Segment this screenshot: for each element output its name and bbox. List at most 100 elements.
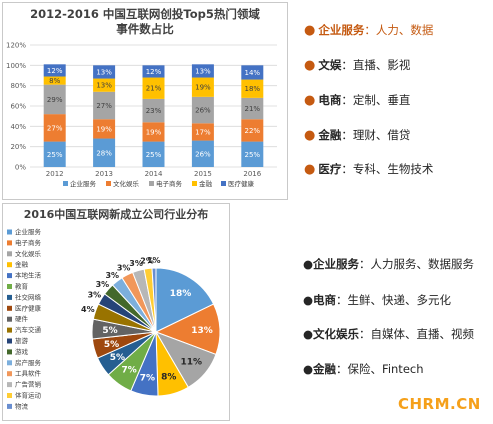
pie-data-label: 2% [140, 257, 154, 266]
pie-data-label: 5% [102, 326, 117, 336]
bullet-icon: ● [304, 128, 316, 143]
key-point-text: 人力、数据 [375, 23, 434, 37]
bar-segment [142, 141, 165, 167]
legend-swatch [7, 382, 12, 388]
key-point-sep: ： [359, 327, 371, 341]
pie-data-label: 5% [110, 353, 125, 363]
bullet-icon: ● [303, 257, 314, 271]
legend-swatch [149, 181, 154, 186]
pie-data-label: 3% [129, 259, 143, 268]
bar-segment [93, 65, 116, 79]
legend-label: 社交网络 [15, 292, 42, 301]
legend-label: 企业服务 [70, 179, 97, 188]
bar-segment [142, 98, 165, 123]
bar-segment [191, 123, 214, 141]
key-point-ecommerce: ● 电商：定制、垂直 [304, 92, 410, 108]
bullet-icon: ● [304, 162, 316, 177]
bar-segment [93, 78, 116, 92]
key-point-text: 理财、借贷 [352, 128, 411, 142]
bullet-icon: ● [304, 23, 316, 38]
key-point-category: 金融 [313, 362, 337, 376]
y-tick-label: 120% [6, 42, 26, 50]
legend-label: 电子商务 [156, 179, 183, 188]
bar-data-label: 18% [245, 85, 261, 93]
key-point-medical: ● 医疗：专科、生物技术 [304, 161, 433, 177]
bar-data-label: 25% [245, 151, 261, 159]
legend-swatch [7, 349, 12, 355]
bar-segment [43, 76, 66, 85]
pie-data-label: 1% [147, 256, 161, 265]
bar-data-label: 28% [96, 149, 112, 157]
key-point-sep: ： [364, 23, 376, 37]
key-point-category: 企业服务 [313, 257, 360, 271]
key-point-text: 人力服务、数据服务 [370, 257, 475, 271]
legend-label: 医疗健康 [228, 179, 255, 188]
bar-segment [241, 119, 264, 142]
legend-label: 金融 [199, 179, 213, 188]
legend-label: 体育运动 [15, 391, 42, 400]
bar-segment [93, 119, 116, 139]
key-point-category: 电商 [318, 93, 342, 107]
legend-swatch [7, 284, 12, 289]
bar-data-label: 17% [195, 128, 211, 136]
legend-label: 汽车交通 [15, 325, 42, 334]
y-tick-label: 80% [10, 82, 26, 90]
key-point-sep: ： [341, 58, 353, 72]
legend-label: 医疗健康 [15, 303, 42, 312]
bar-data-label: 19% [146, 128, 162, 136]
bullet-icon: ● [304, 58, 316, 73]
bar-data-label: 29% [47, 96, 63, 104]
bar-segment [43, 64, 66, 77]
legend-label: 游戏 [15, 347, 29, 356]
bar-data-label: 25% [47, 151, 63, 159]
bar-segment [93, 138, 116, 167]
y-tick-label: 0% [15, 164, 26, 172]
pie-data-label: 11% [180, 358, 202, 368]
legend-label: 硬件 [15, 314, 29, 323]
key-point-sep: ： [341, 128, 353, 142]
key-point-2016-finance: ●金融：保险、Fintech [303, 361, 424, 377]
bar-segment [93, 91, 116, 120]
bar-data-label: 27% [96, 102, 112, 110]
legend-swatch [7, 393, 12, 398]
key-point-sep: ： [359, 257, 371, 271]
x-tick-label: 2013 [95, 170, 113, 178]
chart-title-line: 事件数占比 [116, 22, 174, 36]
legend-swatch [7, 273, 12, 279]
pie-chart-panel: 2016中国互联网新成立公司行业分布 企业服务 电子商务 文化娱乐 金融 本地生活 教育 社交… [2, 203, 230, 421]
bar-segment [43, 84, 66, 115]
legend-swatch [7, 360, 12, 366]
pie-data-label: 13% [191, 326, 213, 336]
x-tick-label: 2014 [145, 170, 163, 178]
y-tick-label: 100% [6, 62, 26, 70]
bullet-icon: ● [303, 362, 314, 376]
bullet-icon: ● [303, 327, 314, 341]
bar-data-label: 14% [245, 69, 261, 77]
key-point-text: 直播、影视 [352, 58, 411, 72]
pie-data-label: 3% [105, 271, 119, 280]
pie-data-label: 3% [88, 291, 102, 300]
legend-swatch [7, 240, 12, 246]
key-point-enterprise: ● 企业服务：人力、数据 [304, 22, 433, 38]
legend-swatch [221, 181, 226, 186]
y-tick-label: 60% [10, 103, 26, 111]
legend-swatch [7, 316, 12, 322]
bar-data-label: 23% [146, 107, 162, 115]
legend-label: 电子商务 [15, 238, 42, 247]
legend-label: 文化娱乐 [15, 249, 42, 258]
bar-data-label: 19% [96, 125, 112, 133]
pie-data-label: 3% [117, 264, 131, 273]
key-point-finance: ● 金融：理财、借贷 [304, 127, 410, 143]
bar-data-label: 13% [195, 67, 211, 75]
legend-label: 金融 [15, 260, 29, 269]
bar-data-label: 19% [195, 84, 211, 92]
key-point-text: 专科、生物技术 [352, 162, 434, 176]
bar-segment [191, 77, 214, 97]
x-tick-label: 2016 [243, 170, 261, 178]
bar-segment [142, 77, 165, 99]
legend-label: 文化娱乐 [113, 179, 140, 188]
key-point-2016-ecommerce: ●电商：生鲜、快递、多元化 [303, 292, 451, 308]
legend-label: 广告营销 [15, 380, 42, 389]
bar-segment [142, 122, 165, 142]
